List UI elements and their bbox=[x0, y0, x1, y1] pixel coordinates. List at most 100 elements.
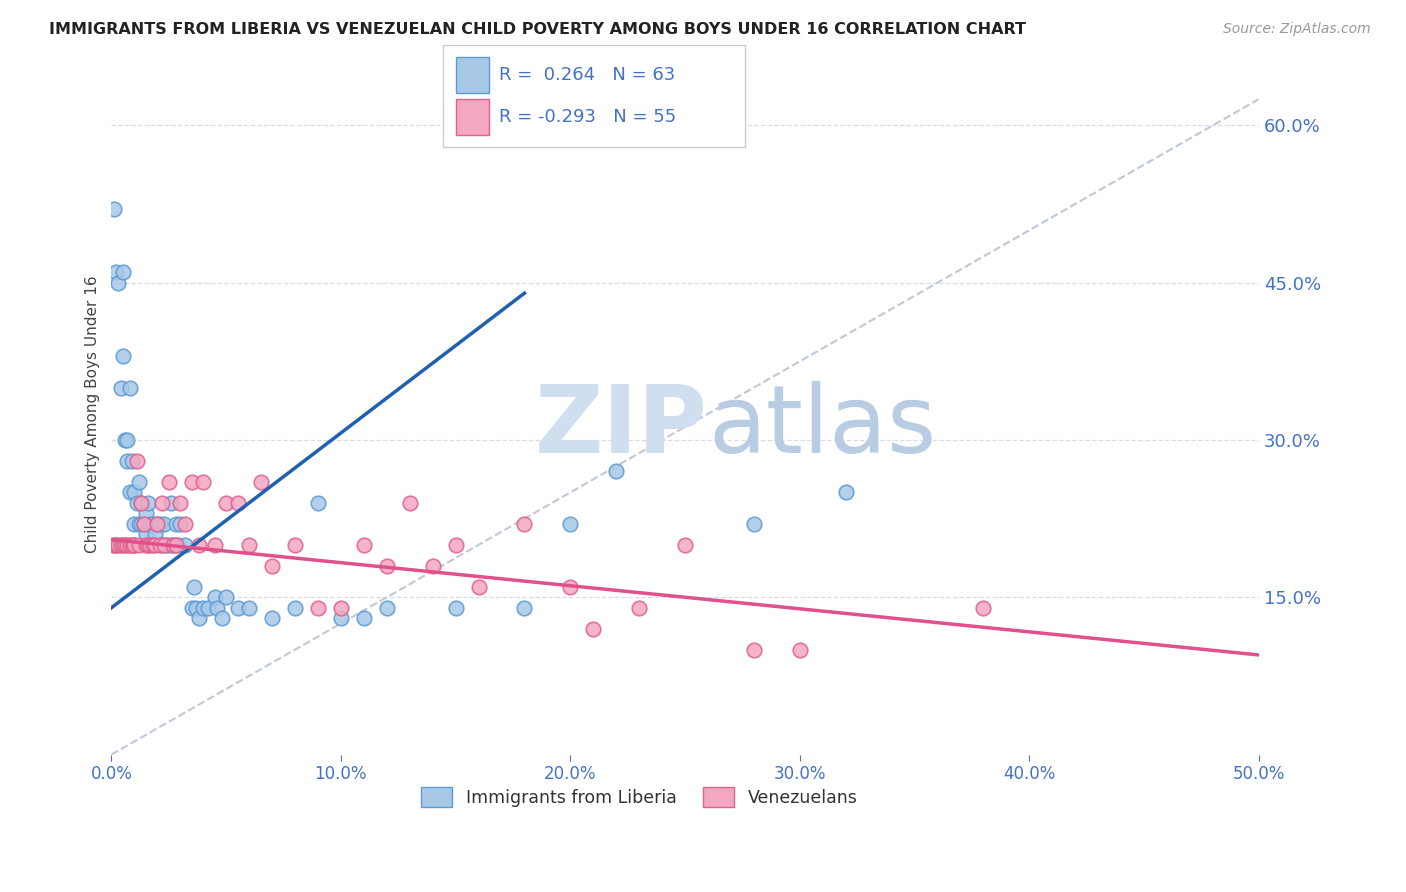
Point bbox=[422, 558, 444, 573]
Point bbox=[125, 454, 148, 468]
Point bbox=[107, 538, 129, 552]
Point bbox=[150, 538, 173, 552]
Point bbox=[329, 600, 352, 615]
Point bbox=[215, 591, 238, 605]
Point bbox=[150, 496, 173, 510]
Point bbox=[444, 538, 467, 552]
Point bbox=[162, 538, 184, 552]
Point bbox=[193, 475, 215, 489]
Point bbox=[513, 516, 536, 531]
Text: atlas: atlas bbox=[709, 382, 936, 474]
Point bbox=[114, 538, 136, 552]
Point bbox=[215, 496, 238, 510]
Point bbox=[173, 538, 195, 552]
Point bbox=[226, 600, 249, 615]
Point bbox=[226, 496, 249, 510]
Text: ZIP: ZIP bbox=[536, 382, 709, 474]
Point bbox=[117, 538, 139, 552]
Point bbox=[118, 538, 141, 552]
Point bbox=[284, 600, 307, 615]
Point bbox=[789, 642, 811, 657]
Point bbox=[121, 454, 143, 468]
Point bbox=[124, 516, 146, 531]
Text: R =  0.264   N = 63: R = 0.264 N = 63 bbox=[499, 66, 675, 84]
Point bbox=[118, 380, 141, 394]
Point bbox=[111, 538, 134, 552]
Point bbox=[284, 538, 307, 552]
Point bbox=[204, 591, 226, 605]
Point bbox=[149, 538, 172, 552]
Point bbox=[834, 485, 856, 500]
Point bbox=[197, 600, 219, 615]
Point bbox=[180, 475, 202, 489]
Point bbox=[307, 600, 329, 615]
Point bbox=[136, 538, 159, 552]
Point bbox=[114, 433, 136, 447]
Point bbox=[124, 485, 146, 500]
Point bbox=[139, 516, 162, 531]
Point bbox=[444, 600, 467, 615]
Point bbox=[146, 516, 169, 531]
Point bbox=[157, 475, 180, 489]
Point bbox=[238, 538, 260, 552]
Point bbox=[605, 465, 627, 479]
Point bbox=[155, 538, 177, 552]
Point bbox=[238, 600, 260, 615]
Point bbox=[136, 496, 159, 510]
Point bbox=[105, 538, 128, 552]
Point bbox=[128, 538, 150, 552]
Point bbox=[260, 558, 283, 573]
Point bbox=[129, 516, 152, 531]
Point bbox=[187, 538, 209, 552]
Point bbox=[180, 600, 202, 615]
Point bbox=[375, 558, 398, 573]
Point bbox=[110, 380, 132, 394]
Point bbox=[193, 600, 215, 615]
Point bbox=[111, 265, 134, 279]
Point bbox=[249, 475, 271, 489]
Point bbox=[560, 516, 582, 531]
Point bbox=[121, 538, 143, 552]
Point bbox=[125, 496, 148, 510]
Point bbox=[167, 538, 190, 552]
Point bbox=[142, 538, 165, 552]
Text: Source: ZipAtlas.com: Source: ZipAtlas.com bbox=[1223, 22, 1371, 37]
Point bbox=[186, 600, 208, 615]
Point bbox=[143, 538, 166, 552]
Point bbox=[628, 600, 651, 615]
Point bbox=[205, 600, 228, 615]
Point bbox=[560, 580, 582, 594]
Point bbox=[129, 496, 152, 510]
Point bbox=[169, 516, 191, 531]
Point bbox=[467, 580, 489, 594]
Point bbox=[139, 538, 162, 552]
Point bbox=[103, 538, 125, 552]
Point bbox=[329, 611, 352, 625]
Point bbox=[118, 485, 141, 500]
Point bbox=[211, 611, 233, 625]
Point bbox=[132, 516, 155, 531]
Point bbox=[673, 538, 696, 552]
Point bbox=[146, 516, 169, 531]
Point bbox=[103, 538, 125, 552]
Point bbox=[972, 600, 994, 615]
Point bbox=[204, 538, 226, 552]
Point bbox=[160, 496, 183, 510]
Point bbox=[353, 538, 375, 552]
Point bbox=[107, 276, 129, 290]
Point bbox=[353, 611, 375, 625]
Point bbox=[132, 516, 155, 531]
Point bbox=[165, 538, 187, 552]
Point bbox=[513, 600, 536, 615]
Point bbox=[105, 265, 128, 279]
Point bbox=[149, 516, 172, 531]
Point bbox=[117, 433, 139, 447]
Legend: Immigrants from Liberia, Venezuelans: Immigrants from Liberia, Venezuelans bbox=[413, 780, 865, 814]
Text: R = -0.293   N = 55: R = -0.293 N = 55 bbox=[499, 108, 676, 126]
Point bbox=[742, 516, 765, 531]
Point bbox=[165, 516, 187, 531]
Point bbox=[183, 580, 205, 594]
Point bbox=[260, 611, 283, 625]
Text: IMMIGRANTS FROM LIBERIA VS VENEZUELAN CHILD POVERTY AMONG BOYS UNDER 16 CORRELAT: IMMIGRANTS FROM LIBERIA VS VENEZUELAN CH… bbox=[49, 22, 1026, 37]
Point bbox=[135, 538, 157, 552]
